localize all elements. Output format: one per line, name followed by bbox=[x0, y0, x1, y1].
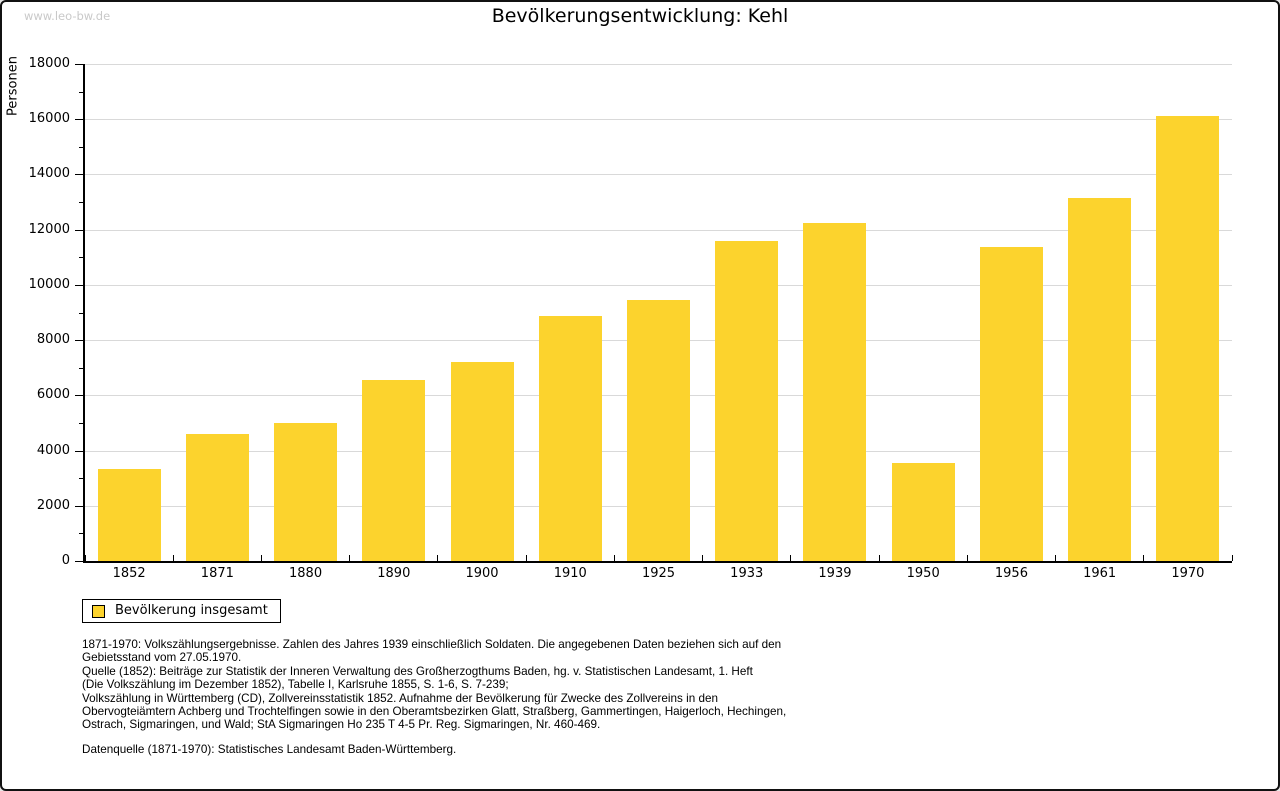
x-tick bbox=[84, 555, 86, 561]
source-notes: 1871-1970: Volkszählungsergebnisse. Zahl… bbox=[82, 638, 1202, 732]
legend-swatch bbox=[92, 604, 105, 618]
y-tick-major bbox=[75, 395, 83, 397]
x-tick-label: 1880 bbox=[289, 566, 323, 581]
x-tick-label: 1950 bbox=[906, 566, 940, 581]
x-tick-label: 1852 bbox=[112, 566, 146, 581]
y-tick-major bbox=[75, 561, 83, 562]
y-tick-major bbox=[75, 64, 83, 65]
y-tick-major bbox=[75, 505, 83, 507]
datasource-note: Datenquelle (1871-1970): Statistisches L… bbox=[82, 743, 457, 756]
x-tick bbox=[613, 555, 615, 561]
x-tick-label: 1939 bbox=[818, 566, 852, 581]
x-tick-label: 1925 bbox=[641, 566, 676, 581]
y-tick-minor bbox=[79, 146, 83, 148]
y-gridline bbox=[85, 229, 1232, 231]
y-tick-minor bbox=[79, 367, 83, 369]
bar-1939 bbox=[803, 222, 867, 561]
y-tick-minor bbox=[79, 312, 83, 314]
y-tick-label: 8000 bbox=[36, 332, 70, 348]
y-tick-label: 10000 bbox=[28, 276, 70, 292]
y-tick-minor bbox=[79, 422, 83, 424]
y-tick-minor bbox=[79, 533, 83, 535]
bar-1890 bbox=[362, 379, 426, 561]
source-note-line: Obervogteiämtern Achberg und Trochtelfin… bbox=[82, 705, 787, 719]
bar-1970 bbox=[1156, 116, 1220, 561]
source-note-line: Quelle (1852): Beiträge zur Statistik de… bbox=[82, 664, 753, 678]
y-axis-line bbox=[83, 64, 85, 563]
x-tick bbox=[1231, 555, 1233, 561]
x-tick bbox=[790, 555, 792, 561]
y-tick-minor bbox=[79, 202, 83, 204]
bar-1933 bbox=[715, 240, 779, 561]
source-note-line: Ostrach, Sigmaringen, und Wald; StA Sigm… bbox=[82, 718, 601, 732]
source-note-line: (Die Volkszählung im Dezember 1852), Tab… bbox=[82, 678, 509, 692]
x-tick-label: 1871 bbox=[200, 566, 234, 581]
y-gridline bbox=[85, 64, 1232, 65]
y-tick-label: 16000 bbox=[28, 111, 70, 127]
source-note-line: Gebietsstand vom 27.05.1970. bbox=[82, 651, 242, 665]
source-note-line: 1871-1970: Volkszählungsergebnisse. Zahl… bbox=[82, 638, 782, 651]
x-tick-label: 1900 bbox=[465, 566, 499, 581]
x-tick bbox=[878, 555, 880, 561]
watermark: www.leo-bw.de bbox=[24, 9, 111, 23]
x-axis-line bbox=[83, 561, 1232, 563]
plot-area: 0 2000 4000 6000 8000 10000 12000 14000 16000 180… bbox=[29, 57, 1233, 581]
y-tick-label: 2000 bbox=[36, 497, 70, 513]
x-tick-label: 1933 bbox=[730, 566, 764, 581]
y-tick-major bbox=[75, 340, 83, 342]
y-tick-minor bbox=[79, 257, 83, 259]
bar-1910 bbox=[538, 316, 602, 561]
y-tick-major bbox=[75, 450, 83, 452]
bar-1900 bbox=[450, 362, 514, 561]
x-tick bbox=[1143, 555, 1145, 561]
x-tick bbox=[437, 555, 439, 561]
x-tick bbox=[702, 555, 704, 561]
y-tick-label: 18000 bbox=[28, 56, 70, 71]
x-tick bbox=[966, 555, 968, 561]
bar-1961 bbox=[1068, 197, 1132, 561]
x-tick bbox=[172, 555, 174, 561]
x-tick-label: 1890 bbox=[377, 566, 411, 581]
x-tick-label: 1970 bbox=[1171, 566, 1205, 581]
x-tick bbox=[1055, 555, 1057, 561]
x-tick bbox=[525, 555, 527, 561]
y-gridline bbox=[85, 119, 1232, 121]
x-tick-label: 1956 bbox=[994, 566, 1028, 581]
bar-1956 bbox=[979, 246, 1043, 561]
y-tick-label: 12000 bbox=[28, 221, 70, 237]
y-tick-label: 6000 bbox=[36, 387, 70, 403]
y-gridline bbox=[85, 174, 1232, 176]
y-tick-label: 0 bbox=[61, 553, 70, 568]
y-gridline bbox=[85, 284, 1232, 286]
chart-title: Bevölkerungsentwicklung: Kehl bbox=[491, 5, 789, 27]
y-tick-major bbox=[75, 284, 83, 286]
legend-label: Bevölkerung insgesamt bbox=[115, 603, 268, 618]
source-note-line: Volkszählung in Württemberg (CD), Zollve… bbox=[82, 691, 718, 705]
x-tick-label: 1910 bbox=[553, 566, 587, 581]
y-tick-label: 14000 bbox=[28, 166, 70, 182]
bar-1880 bbox=[274, 422, 338, 561]
y-tick-major bbox=[75, 229, 83, 231]
y-tick-minor bbox=[79, 91, 83, 93]
y-tick-major bbox=[75, 174, 83, 176]
x-tick bbox=[349, 555, 351, 561]
y-tick-major bbox=[75, 119, 83, 121]
x-tick-label: 1961 bbox=[1083, 566, 1117, 581]
y-tick-minor bbox=[79, 478, 83, 480]
bar-1852 bbox=[97, 469, 161, 561]
bar-1925 bbox=[627, 299, 690, 561]
bar-1871 bbox=[185, 433, 249, 561]
legend: Bevölkerung insgesamt bbox=[82, 599, 281, 623]
bar-1950 bbox=[891, 462, 955, 561]
x-tick bbox=[260, 555, 262, 561]
y-tick-label: 4000 bbox=[36, 442, 70, 458]
